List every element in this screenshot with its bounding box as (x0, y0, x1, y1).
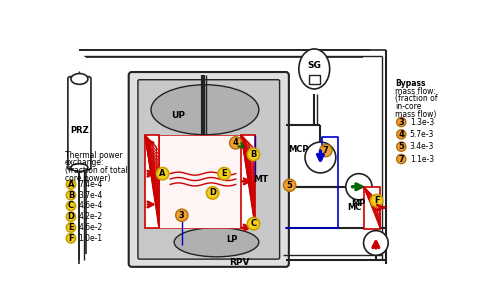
Circle shape (319, 144, 332, 157)
Text: UP: UP (171, 111, 185, 120)
Text: PRZ: PRZ (70, 126, 89, 135)
Text: E: E (221, 169, 227, 178)
Text: in-core: in-core (395, 102, 421, 111)
Text: 4.2e-2: 4.2e-2 (79, 212, 103, 221)
Circle shape (66, 234, 75, 243)
Circle shape (397, 130, 406, 139)
Bar (309, 75, 319, 84)
Text: 3.4e-3: 3.4e-3 (410, 142, 434, 151)
Text: RPV: RPV (229, 258, 250, 267)
Circle shape (397, 142, 406, 151)
Text: MP: MP (352, 199, 366, 208)
Text: B: B (68, 191, 74, 200)
Text: 1.3e-3: 1.3e-3 (410, 117, 434, 127)
Circle shape (247, 217, 260, 230)
Text: D: D (68, 212, 74, 221)
Text: mass flow): mass flow) (395, 110, 437, 119)
Circle shape (247, 148, 260, 160)
Circle shape (283, 179, 296, 191)
Text: 4.6e-2: 4.6e-2 (79, 223, 103, 232)
Circle shape (229, 137, 242, 149)
Text: 1.1e-3: 1.1e-3 (410, 155, 434, 163)
Text: MT: MT (253, 174, 269, 184)
FancyBboxPatch shape (138, 80, 280, 259)
Ellipse shape (299, 49, 330, 89)
Text: 3: 3 (179, 211, 185, 220)
Text: (fraction of: (fraction of (395, 94, 438, 103)
Circle shape (397, 117, 406, 127)
Text: C: C (250, 219, 256, 228)
Text: F: F (68, 234, 74, 243)
Circle shape (66, 223, 75, 232)
Circle shape (66, 201, 75, 211)
Text: 5: 5 (287, 181, 293, 190)
Text: 3: 3 (398, 117, 404, 127)
Text: SG: SG (307, 61, 321, 70)
Text: E: E (68, 223, 74, 232)
Text: MC: MC (347, 203, 362, 212)
Text: 7: 7 (398, 155, 404, 163)
Text: 7: 7 (323, 146, 329, 155)
Circle shape (176, 209, 188, 221)
Circle shape (397, 154, 406, 164)
Text: 4.6e-4: 4.6e-4 (79, 202, 103, 210)
Bar (241, 135, 255, 228)
Ellipse shape (71, 74, 88, 84)
Text: C: C (68, 202, 74, 210)
Text: MCP: MCP (289, 145, 309, 154)
FancyBboxPatch shape (68, 77, 91, 170)
Text: Thermal power: Thermal power (65, 151, 122, 160)
FancyBboxPatch shape (129, 72, 289, 267)
Text: 3.7e-4: 3.7e-4 (79, 191, 103, 200)
Circle shape (206, 187, 219, 199)
Text: 4: 4 (398, 130, 404, 139)
Ellipse shape (174, 228, 259, 257)
Text: 7.4e-4: 7.4e-4 (79, 180, 103, 189)
Bar (364, 187, 381, 229)
Circle shape (66, 212, 75, 221)
Circle shape (66, 191, 75, 200)
Text: (fraction of total: (fraction of total (65, 166, 127, 175)
Text: A: A (159, 169, 166, 178)
Ellipse shape (71, 164, 88, 171)
Circle shape (305, 142, 336, 173)
Circle shape (346, 174, 372, 200)
Text: B: B (250, 150, 257, 159)
Text: core power): core power) (65, 174, 110, 183)
Text: F: F (374, 196, 379, 205)
Text: LP: LP (226, 235, 238, 244)
Circle shape (66, 180, 75, 189)
Text: Bypass: Bypass (395, 79, 426, 88)
Text: D: D (209, 188, 216, 197)
Text: mass flow:: mass flow: (395, 87, 436, 96)
Text: 1.0e-1: 1.0e-1 (79, 234, 103, 243)
Circle shape (364, 231, 388, 255)
Circle shape (156, 167, 169, 180)
Ellipse shape (151, 85, 259, 135)
Text: 5: 5 (398, 142, 404, 151)
Text: exchange:: exchange: (65, 158, 104, 167)
Circle shape (370, 195, 383, 207)
Bar (145, 135, 159, 228)
Text: A: A (68, 180, 74, 189)
Circle shape (218, 167, 230, 180)
Text: 5.7e-3: 5.7e-3 (410, 130, 434, 139)
Text: 4: 4 (233, 138, 239, 147)
Bar (159, 135, 241, 228)
